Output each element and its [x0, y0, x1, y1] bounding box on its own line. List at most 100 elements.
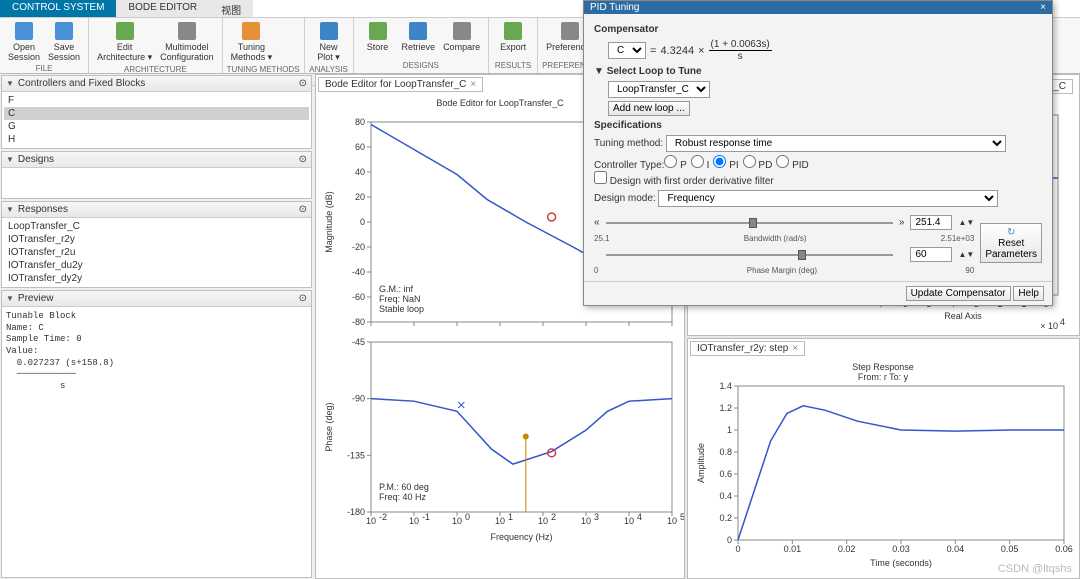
- svg-text:-45: -45: [352, 337, 365, 347]
- response-item[interactable]: LoopTransfer_C: [4, 220, 309, 233]
- svg-text:4: 4: [637, 512, 642, 522]
- response-item[interactable]: IOTransfer_dy2y: [4, 272, 309, 285]
- tab-bode-editor[interactable]: BODE EDITOR: [116, 0, 209, 17]
- bandwidth-input[interactable]: [910, 215, 952, 230]
- svg-text:-1: -1: [422, 512, 430, 522]
- bw-left-icon[interactable]: «: [594, 217, 600, 228]
- svg-text:-60: -60: [352, 292, 365, 302]
- svg-text:0.8: 0.8: [719, 447, 732, 457]
- svg-text:10: 10: [452, 516, 462, 526]
- tab-view[interactable]: 视图: [209, 0, 253, 17]
- tuning-methods[interactable]: TuningMethods ▾: [227, 20, 277, 65]
- svg-text:From: r To: y: From: r To: y: [858, 372, 909, 382]
- deriv-filter-checkbox[interactable]: [594, 171, 607, 184]
- ctype-PI[interactable]: [713, 155, 726, 168]
- svg-text:2: 2: [551, 512, 556, 522]
- export-icon: [504, 22, 522, 40]
- save-session[interactable]: SaveSession: [44, 20, 84, 64]
- ctype-I[interactable]: [691, 155, 704, 168]
- new-plot-icon: [320, 22, 338, 40]
- svg-text:0.01: 0.01: [784, 544, 802, 554]
- svg-text:0: 0: [727, 535, 732, 545]
- preview-title: Preview: [18, 293, 299, 304]
- dialog-title: PID Tuning: [590, 2, 639, 13]
- design-mode-select[interactable]: Frequency: [658, 190, 998, 207]
- add-loop-button[interactable]: Add new loop ...: [608, 101, 690, 116]
- edit-arch[interactable]: EditArchitecture ▾: [93, 20, 156, 65]
- open-session-icon: [15, 22, 33, 40]
- controller-item[interactable]: F: [4, 94, 309, 107]
- update-compensator-button[interactable]: Update Compensator: [906, 286, 1011, 301]
- spec-label: Specifications: [594, 120, 662, 131]
- step-tab[interactable]: IOTransfer_r2y: step×: [690, 341, 805, 356]
- svg-text:-40: -40: [352, 267, 365, 277]
- phase-margin-slider[interactable]: [606, 248, 893, 262]
- svg-text:60: 60: [355, 142, 365, 152]
- phase-margin-input[interactable]: [910, 247, 952, 262]
- response-item[interactable]: IOTransfer_r2y: [4, 233, 309, 246]
- svg-text:Real Axis: Real Axis: [944, 311, 982, 321]
- svg-text:1: 1: [727, 425, 732, 435]
- tuning-method-select[interactable]: Robust response time: [666, 135, 1006, 152]
- svg-text:-80: -80: [352, 317, 365, 327]
- block-select[interactable]: C: [608, 42, 646, 59]
- compare[interactable]: Compare: [439, 20, 484, 61]
- step-panel: IOTransfer_r2y: step× Step ResponseFrom:…: [687, 338, 1080, 579]
- panel-responses: ▼Responses⊙ LoopTransfer_CIOTransfer_r2y…: [1, 201, 312, 288]
- response-item[interactable]: IOTransfer_r2u: [4, 246, 309, 259]
- svg-text:-90: -90: [352, 394, 365, 404]
- close-icon[interactable]: ×: [470, 79, 476, 90]
- ctype-P[interactable]: [664, 155, 677, 168]
- svg-text:0: 0: [360, 217, 365, 227]
- svg-text:-135: -135: [347, 450, 365, 460]
- svg-text:10: 10: [495, 516, 505, 526]
- svg-text:0: 0: [465, 512, 470, 522]
- svg-text:20: 20: [355, 192, 365, 202]
- svg-text:0.06: 0.06: [1055, 544, 1073, 554]
- ctype-PID[interactable]: [776, 155, 789, 168]
- loop-label: Select Loop to Tune: [607, 66, 702, 77]
- multimodel-icon: [178, 22, 196, 40]
- help-button[interactable]: Help: [1013, 286, 1044, 301]
- left-column: ▼Controllers and Fixed Blocks⊙ FCGH ▼Des…: [0, 74, 313, 579]
- svg-text:0.03: 0.03: [892, 544, 910, 554]
- panel-preview: ▼Preview⊙ Tunable BlockName: CSample Tim…: [1, 290, 312, 578]
- reset-button[interactable]: ↻Reset Parameters: [980, 223, 1042, 263]
- retrieve-icon: [409, 22, 427, 40]
- svg-text:10: 10: [538, 516, 548, 526]
- ctype-PD[interactable]: [743, 155, 756, 168]
- multimodel[interactable]: MultimodelConfiguration: [156, 20, 218, 65]
- preferences-icon: [561, 22, 579, 40]
- export[interactable]: Export: [493, 20, 533, 61]
- svg-text:Bode Editor for LoopTransfer_C: Bode Editor for LoopTransfer_C: [436, 98, 564, 108]
- close-icon[interactable]: ×: [792, 343, 798, 354]
- retrieve[interactable]: Retrieve: [398, 20, 440, 61]
- open-session[interactable]: OpenSession: [4, 20, 44, 64]
- tab-control-system[interactable]: CONTROL SYSTEM: [0, 0, 116, 17]
- svg-text:0.05: 0.05: [1001, 544, 1019, 554]
- pid-tuning-dialog: PID Tuning× Compensator C =4.3244× (1 + …: [583, 0, 1053, 306]
- svg-text:4: 4: [1060, 317, 1065, 327]
- controller-item[interactable]: H: [4, 133, 309, 146]
- step-chart: Step ResponseFrom: r To: y00.010.020.030…: [688, 358, 1078, 570]
- store[interactable]: Store: [358, 20, 398, 61]
- svg-text:3: 3: [594, 512, 599, 522]
- bode-tab[interactable]: Bode Editor for LoopTransfer_C×: [318, 77, 483, 92]
- controller-item[interactable]: C: [4, 107, 309, 120]
- designs-title: Designs: [18, 154, 299, 165]
- watermark: CSDN @ltqshs: [998, 563, 1072, 575]
- svg-text:10: 10: [624, 516, 634, 526]
- bw-right-icon[interactable]: »: [899, 217, 905, 228]
- compare-icon: [453, 22, 471, 40]
- close-icon[interactable]: ×: [1040, 2, 1046, 13]
- new-plot[interactable]: NewPlot ▾: [309, 20, 349, 65]
- svg-text:0.6: 0.6: [719, 469, 732, 479]
- bandwidth-slider[interactable]: [606, 216, 893, 230]
- responses-title: Responses: [18, 204, 299, 215]
- controller-item[interactable]: G: [4, 120, 309, 133]
- loop-select[interactable]: LoopTransfer_C: [608, 81, 710, 98]
- svg-text:Stable loop: Stable loop: [379, 304, 424, 314]
- response-item[interactable]: IOTransfer_du2y: [4, 259, 309, 272]
- svg-text:G.M.: inf: G.M.: inf: [379, 284, 414, 294]
- edit-arch-icon: [116, 22, 134, 40]
